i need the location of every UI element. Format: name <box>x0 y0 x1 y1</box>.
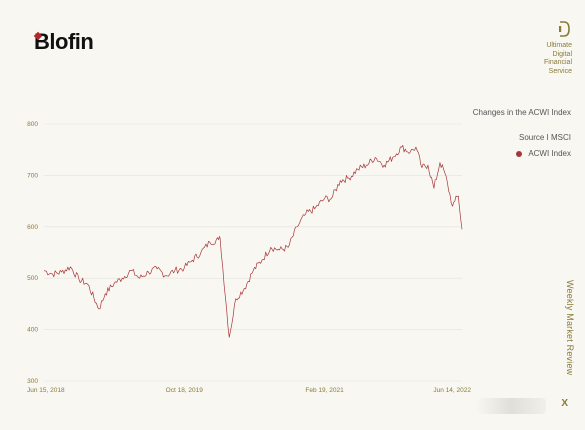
line-layer <box>43 144 463 338</box>
y-tick-layer: 300 400 500 600 700 800 <box>27 121 38 385</box>
x-tick-label: Feb 19, 2021 <box>305 387 344 394</box>
y-tick-label: 500 <box>27 275 38 282</box>
legend: ACWI Index <box>516 149 571 158</box>
x-tick-label: Jun 15, 2018 <box>27 387 65 394</box>
legend-label: ACWI Index <box>528 149 571 158</box>
tagline-line-1: Ultimate <box>546 42 572 49</box>
grid-layer <box>44 123 462 382</box>
tagline-line-2: Digital <box>552 50 572 58</box>
tagline: Ultimate Digital Financial Service <box>512 42 572 76</box>
x-tick-label: Jun 14, 2022 <box>433 387 471 394</box>
legend-swatch <box>516 150 523 157</box>
logo-text: Blofin <box>34 29 94 54</box>
x-tick-label: Oct 18, 2019 <box>166 387 204 394</box>
y-tick-label: 600 <box>27 224 38 231</box>
tagline-line-4: Service <box>548 67 572 75</box>
tagline-line-3: Financial <box>543 59 572 66</box>
chart-title: Changes in the ACWI Index <box>472 108 571 117</box>
y-tick-label: 400 <box>27 327 38 334</box>
bracket-d-icon <box>559 21 570 37</box>
section-label: Weekly Market Review <box>565 280 575 376</box>
y-tick-label: 300 <box>27 378 38 385</box>
logo: Blofin <box>33 29 94 55</box>
bottom-overlay <box>476 398 546 414</box>
chart-source: Source I MSCI <box>518 133 571 142</box>
y-tick-label: 700 <box>27 172 38 179</box>
series-line-acwi <box>43 144 463 338</box>
x-tick-layer: Jun 15, 2018 Oct 18, 2019 Feb 19, 2021 Jun … <box>27 387 471 394</box>
y-tick-label: 800 <box>27 121 38 128</box>
close-button[interactable]: X <box>561 398 568 409</box>
